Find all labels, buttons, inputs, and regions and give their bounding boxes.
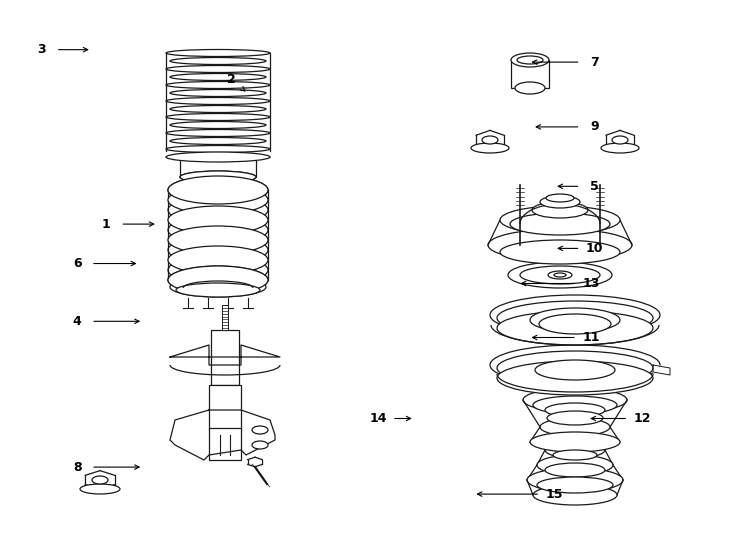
Text: 8: 8 [73, 461, 81, 474]
Ellipse shape [515, 82, 545, 94]
Text: 3: 3 [37, 43, 46, 56]
Ellipse shape [166, 98, 270, 105]
Ellipse shape [497, 351, 653, 385]
Bar [511, 60, 549, 88]
Ellipse shape [482, 136, 498, 144]
Ellipse shape [168, 256, 268, 284]
Ellipse shape [537, 455, 613, 475]
Ellipse shape [530, 308, 620, 332]
Text: 15: 15 [545, 488, 563, 501]
Ellipse shape [252, 441, 268, 449]
Ellipse shape [170, 105, 266, 112]
Ellipse shape [168, 246, 268, 274]
Ellipse shape [80, 484, 120, 494]
Ellipse shape [497, 311, 653, 345]
Ellipse shape [545, 403, 605, 417]
Ellipse shape [166, 50, 270, 57]
Ellipse shape [546, 194, 574, 202]
Ellipse shape [166, 145, 270, 152]
Ellipse shape [180, 171, 256, 183]
Ellipse shape [170, 153, 266, 160]
Ellipse shape [166, 113, 270, 120]
Text: 4: 4 [73, 315, 81, 328]
Ellipse shape [554, 273, 566, 277]
Ellipse shape [170, 90, 266, 97]
Text: 2: 2 [227, 73, 236, 86]
Ellipse shape [168, 176, 268, 204]
Ellipse shape [168, 186, 268, 214]
Ellipse shape [168, 176, 268, 204]
Polygon shape [653, 365, 670, 375]
Ellipse shape [180, 171, 256, 183]
Ellipse shape [170, 277, 266, 297]
Ellipse shape [530, 432, 620, 452]
Text: 7: 7 [590, 56, 599, 69]
Ellipse shape [166, 65, 270, 72]
Ellipse shape [545, 463, 605, 477]
Ellipse shape [508, 262, 612, 288]
Text: 5: 5 [590, 180, 599, 193]
Text: 9: 9 [590, 120, 599, 133]
Ellipse shape [500, 206, 620, 234]
Ellipse shape [168, 196, 268, 224]
Ellipse shape [166, 130, 270, 137]
Ellipse shape [510, 213, 610, 235]
Ellipse shape [523, 388, 627, 412]
Ellipse shape [540, 418, 610, 436]
Ellipse shape [168, 266, 268, 294]
Text: 13: 13 [582, 277, 600, 290]
Ellipse shape [488, 229, 632, 261]
Ellipse shape [612, 136, 628, 144]
Ellipse shape [601, 143, 639, 153]
Ellipse shape [168, 226, 268, 254]
Ellipse shape [539, 314, 611, 334]
Polygon shape [170, 410, 275, 460]
Ellipse shape [537, 477, 613, 493]
Ellipse shape [548, 271, 572, 279]
Ellipse shape [527, 468, 623, 492]
Ellipse shape [252, 426, 268, 434]
Text: 6: 6 [73, 257, 81, 270]
Bar [209, 428, 241, 460]
Text: 11: 11 [582, 331, 600, 344]
Ellipse shape [170, 138, 266, 145]
Ellipse shape [166, 152, 270, 162]
Ellipse shape [535, 360, 615, 380]
Ellipse shape [168, 266, 268, 294]
Bar [222, 305, 228, 330]
Ellipse shape [547, 411, 603, 425]
Ellipse shape [517, 56, 543, 64]
Ellipse shape [497, 301, 653, 335]
Ellipse shape [540, 196, 580, 208]
Text: 1: 1 [102, 218, 111, 231]
Ellipse shape [166, 82, 270, 89]
Ellipse shape [533, 396, 617, 414]
Ellipse shape [511, 53, 549, 67]
Ellipse shape [168, 216, 268, 244]
Bar [211, 330, 239, 385]
Ellipse shape [490, 295, 660, 335]
Ellipse shape [490, 345, 660, 385]
Text: 10: 10 [586, 242, 603, 255]
Bar [209, 385, 241, 430]
Ellipse shape [170, 73, 266, 80]
Ellipse shape [170, 122, 266, 129]
Ellipse shape [471, 143, 509, 153]
Ellipse shape [168, 236, 268, 264]
Ellipse shape [168, 206, 268, 234]
Ellipse shape [520, 266, 600, 284]
Ellipse shape [176, 283, 260, 297]
Ellipse shape [170, 57, 266, 64]
Text: 12: 12 [633, 412, 651, 425]
Ellipse shape [92, 476, 108, 484]
Ellipse shape [497, 361, 653, 395]
Ellipse shape [533, 485, 617, 505]
Ellipse shape [553, 450, 597, 460]
Polygon shape [170, 345, 280, 365]
Bar [180, 157, 256, 177]
Ellipse shape [500, 240, 620, 264]
Ellipse shape [532, 202, 588, 218]
Text: 14: 14 [369, 412, 387, 425]
Ellipse shape [545, 442, 605, 458]
